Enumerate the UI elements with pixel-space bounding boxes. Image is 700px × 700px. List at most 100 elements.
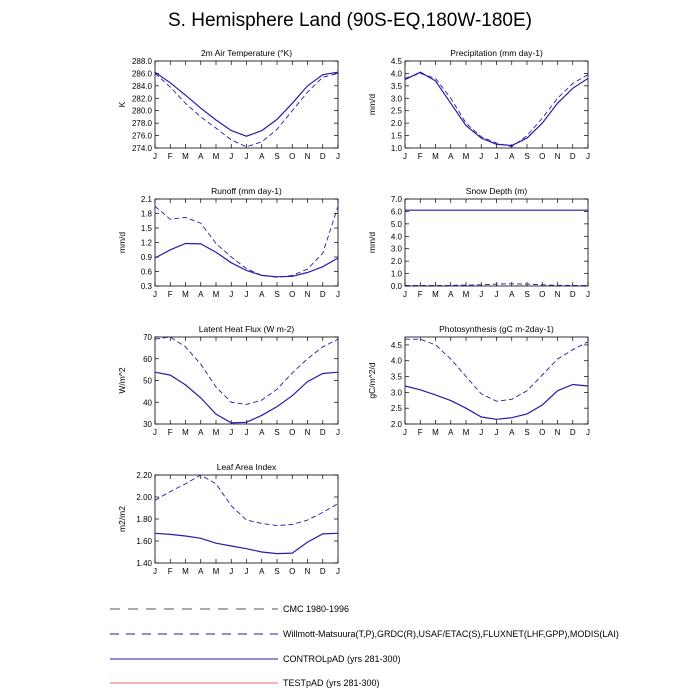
x-tick-label: J	[229, 290, 233, 299]
y-axis-label: mm/d	[117, 232, 127, 254]
x-tick-label: M	[432, 428, 439, 437]
y-tick-label: 1.60	[136, 537, 152, 546]
x-tick-label: N	[555, 152, 561, 161]
panel-title: Latent Heat Flux (W m-2)	[199, 324, 295, 334]
legend-item: CMC 1980-1996	[110, 604, 349, 614]
x-tick-label: A	[198, 152, 204, 161]
y-tick-label: 0.0	[391, 282, 403, 291]
y-tick-label: 4.5	[391, 57, 403, 66]
legend-item: Willmott-Matsuura(T,P),GRDC(R),USAF/ETAC…	[110, 629, 619, 639]
x-tick-label: J	[153, 152, 157, 161]
x-tick-label: J	[336, 152, 340, 161]
y-tick-label: 2.5	[391, 107, 403, 116]
x-tick-label: J	[586, 428, 590, 437]
x-tick-label: J	[403, 152, 407, 161]
x-tick-label: M	[463, 152, 470, 161]
x-tick-label: O	[289, 567, 295, 576]
x-tick-label: F	[168, 428, 173, 437]
x-tick-label: M	[213, 428, 220, 437]
y-tick-label: 3.0	[391, 388, 403, 397]
series-line-control	[154, 371, 339, 424]
x-tick-label: N	[305, 152, 311, 161]
y-tick-label: 1.80	[136, 515, 152, 524]
panel-gpp: Photosynthesis (gC m-2day-1) gC/m^2/d 2.0 2…	[367, 324, 590, 437]
x-tick-label: F	[168, 152, 173, 161]
x-tick-label: A	[259, 567, 265, 576]
panel-title: Photosynthesis (gC m-2day-1)	[439, 324, 554, 334]
x-tick-label: F	[418, 428, 423, 437]
x-tick-label: O	[289, 290, 295, 299]
y-tick-label: 284.0	[132, 82, 153, 91]
y-tick-label: 274.0	[132, 144, 153, 153]
x-tick-label: J	[229, 428, 233, 437]
x-tick-label: J	[495, 152, 499, 161]
y-tick-label: 0.3	[141, 282, 153, 291]
x-tick-label: J	[336, 428, 340, 437]
x-tick-label: J	[403, 290, 407, 299]
panel-runoff: Runoff (mm day-1) mm/d 0.3 0.6 0.9 1.2 1.5 1.8 2…	[117, 186, 340, 299]
panel-lhf: Latent Heat Flux (W m-2) W/m^2 30 40 50 60 70 J…	[117, 324, 340, 437]
x-tick-label: S	[524, 290, 529, 299]
x-tick-label: S	[274, 567, 279, 576]
plot-frame	[404, 60, 589, 149]
x-tick-label: J	[153, 290, 157, 299]
y-axis-label: mm/d	[367, 94, 377, 116]
x-tick-label: D	[320, 152, 326, 161]
x-tick-label: J	[229, 567, 233, 576]
y-tick-label: 4.0	[391, 232, 403, 241]
y-tick-label: 276.0	[132, 132, 153, 141]
x-tick-label: J	[336, 290, 340, 299]
y-tick-label: 4.0	[391, 69, 403, 78]
series-line-observed	[405, 338, 589, 402]
x-tick-label: O	[289, 428, 295, 437]
y-tick-label: 4.5	[391, 341, 403, 350]
y-axis-label: K	[117, 101, 127, 107]
x-tick-label: J	[479, 428, 483, 437]
y-tick-label: 5.0	[391, 220, 403, 229]
x-tick-label: A	[509, 152, 515, 161]
series-line-observed	[405, 283, 588, 286]
x-tick-label: A	[448, 152, 454, 161]
y-tick-label: 3.5	[391, 373, 403, 382]
y-tick-label: 1.5	[141, 224, 153, 233]
panel-title: Runoff (mm day-1)	[211, 186, 282, 196]
y-axis-label: m2/m2	[117, 506, 127, 532]
x-tick-label: A	[509, 428, 515, 437]
legend-item: CONTROLpAD (yrs 281-300)	[110, 654, 401, 664]
x-tick-label: O	[289, 152, 295, 161]
y-tick-label: 1.2	[141, 239, 153, 248]
x-tick-label: A	[198, 567, 204, 576]
series-line-observed	[154, 205, 339, 278]
y-tick-label: 2.1	[141, 195, 153, 204]
series-line-observed	[154, 336, 339, 405]
x-tick-label: D	[320, 290, 326, 299]
panel-lai: Leaf Area Index m2/m2 1.40 1.60 1.80 2.00 2.20…	[117, 462, 340, 576]
x-tick-label: N	[555, 290, 561, 299]
x-tick-label: J	[586, 152, 590, 161]
x-tick-label: F	[418, 152, 423, 161]
y-tick-label: 280.0	[132, 107, 153, 116]
x-tick-label: A	[198, 290, 204, 299]
plot-frame	[404, 336, 589, 425]
x-tick-label: J	[153, 567, 157, 576]
legend-label: CONTROLpAD (yrs 281-300)	[283, 654, 401, 664]
y-tick-label: 2.0	[391, 257, 403, 266]
panel-title: 2m Air Temperature (°K)	[201, 48, 292, 58]
y-tick-label: 2.5	[391, 404, 403, 413]
x-tick-label: S	[274, 290, 279, 299]
x-tick-label: M	[213, 567, 220, 576]
x-tick-label: N	[555, 428, 561, 437]
x-tick-label: D	[320, 567, 326, 576]
x-tick-label: J	[495, 428, 499, 437]
x-tick-label: A	[448, 290, 454, 299]
y-tick-label: 0.6	[141, 268, 153, 277]
y-tick-label: 2.0	[391, 420, 403, 429]
x-tick-label: J	[245, 567, 249, 576]
legend-label: CMC 1980-1996	[283, 604, 349, 614]
y-tick-label: 282.0	[132, 94, 153, 103]
panel-title: Leaf Area Index	[217, 462, 277, 472]
x-tick-label: J	[245, 290, 249, 299]
plot-frame	[154, 198, 339, 287]
y-axis-label: W/m^2	[117, 367, 127, 393]
legend-item: TESTpAD (yrs 281-300)	[110, 678, 380, 688]
